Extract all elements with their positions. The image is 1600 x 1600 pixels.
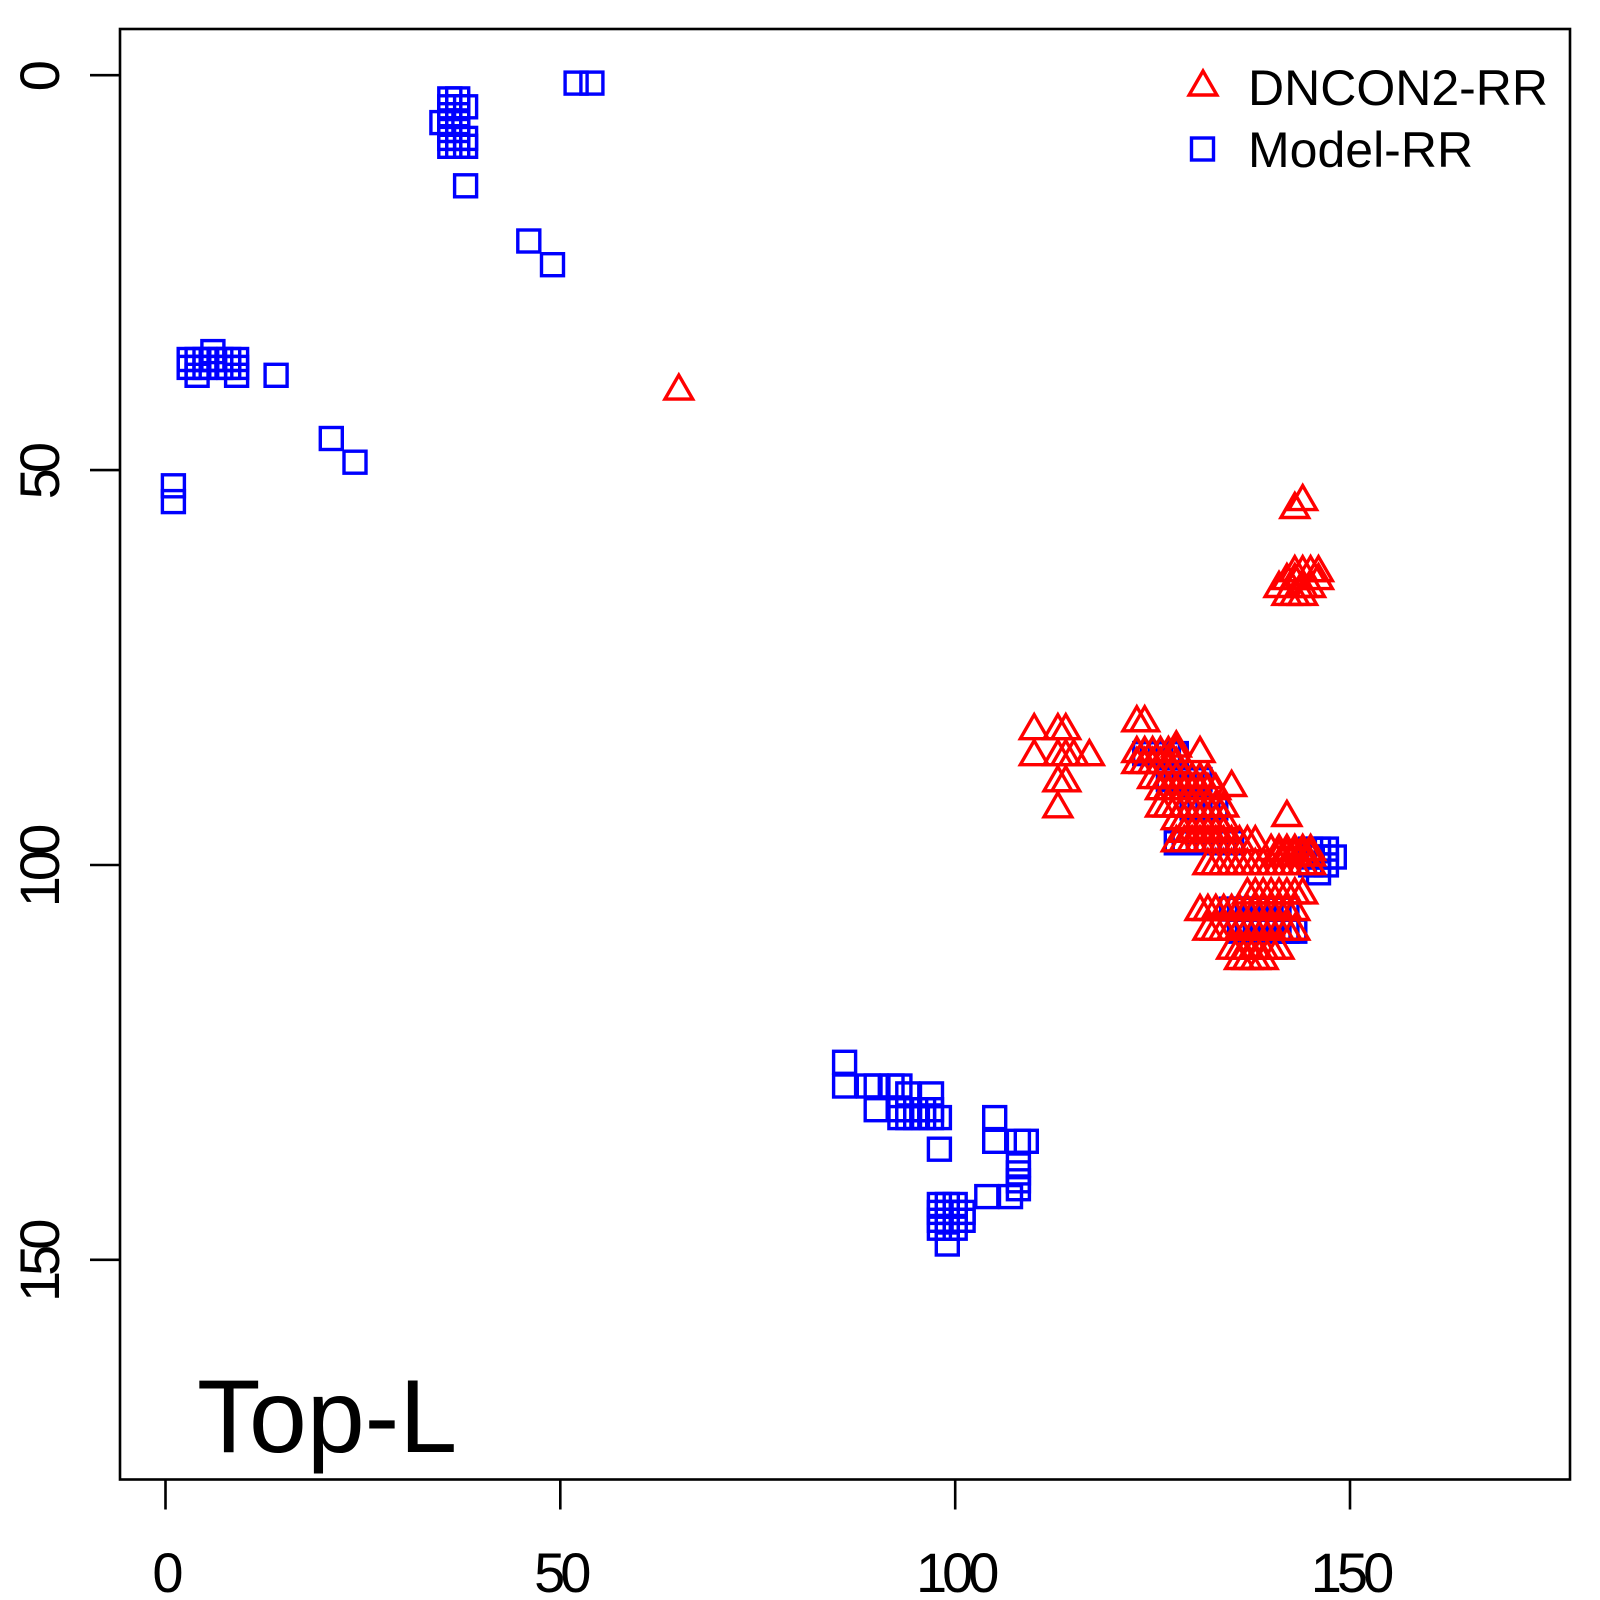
svg-text:100: 100 xyxy=(8,826,71,907)
svg-text:0: 0 xyxy=(8,62,71,91)
svg-text:150: 150 xyxy=(8,1221,71,1302)
svg-text:Top-L: Top-L xyxy=(197,1359,457,1475)
svg-text:Model-RR: Model-RR xyxy=(1248,122,1473,178)
svg-text:50: 50 xyxy=(534,1541,589,1600)
svg-text:150: 150 xyxy=(1311,1541,1392,1600)
svg-text:0: 0 xyxy=(152,1541,181,1600)
svg-text:DNCON2-RR: DNCON2-RR xyxy=(1248,60,1548,116)
svg-text:50: 50 xyxy=(8,444,71,499)
svg-text:100: 100 xyxy=(916,1541,997,1600)
